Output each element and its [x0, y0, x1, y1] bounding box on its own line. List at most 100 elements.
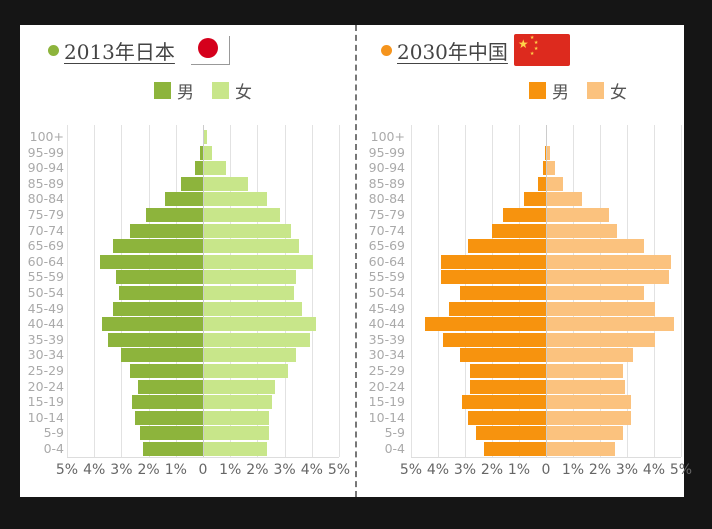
- age-group-label: 85-89: [27, 175, 64, 191]
- female-bar: [547, 426, 623, 441]
- female-bar: [204, 364, 289, 378]
- age-group-label: 25-29: [27, 363, 64, 378]
- bullet-dot-icon: [48, 44, 59, 56]
- female-bar: [204, 130, 207, 144]
- age-group-label: 90-94: [27, 160, 64, 176]
- age-group-label: 35-39: [27, 331, 64, 347]
- age-group-label: 30-34: [27, 347, 64, 363]
- age-group-label: 75-79: [27, 207, 64, 222]
- age-group-label: 10-14: [368, 409, 405, 425]
- male-bar: [467, 239, 546, 254]
- age-group-label: 95-99: [27, 144, 64, 160]
- age-group-label: 20-24: [368, 378, 405, 394]
- x-tick-label: 5%: [669, 462, 693, 478]
- age-group-label: 95-99: [368, 144, 405, 160]
- male-bar: [459, 348, 546, 363]
- legend: 男 女: [529, 78, 645, 103]
- age-group-label: 65-69: [368, 238, 405, 254]
- x-axis-line: [67, 457, 339, 458]
- female-bar: [547, 239, 645, 254]
- x-tick-label: 0: [541, 462, 551, 478]
- gridline: [654, 125, 655, 457]
- female-bar: [204, 317, 316, 332]
- panel-divider: [355, 25, 357, 497]
- x-tick-label: 3%: [453, 462, 477, 478]
- age-group-label: 30-34: [368, 347, 405, 363]
- female-bar: [547, 395, 631, 410]
- figure-frame: 2013年日本 男 女 100+ 95-99 90-94 85-89 80-84 75-7…: [20, 25, 692, 497]
- male-bar: [132, 395, 203, 410]
- legend-label: 男: [177, 83, 194, 103]
- age-group-label: 40-44: [27, 316, 64, 332]
- legend-label: 女: [610, 83, 627, 103]
- legend-item-male: 男: [529, 78, 569, 103]
- age-group-label: 70-74: [368, 222, 405, 238]
- age-group-label: 20-24: [27, 378, 64, 394]
- male-bar: [145, 208, 203, 222]
- female-bar: [547, 176, 564, 191]
- female-bar: [204, 348, 297, 363]
- female-bar: [547, 192, 583, 207]
- age-group-label: 100+: [29, 129, 64, 144]
- x-tick-label: 1%: [561, 462, 585, 478]
- female-bar: [547, 161, 556, 176]
- male-bar: [424, 317, 546, 332]
- male-bar: [544, 145, 546, 160]
- age-group-label: 80-84: [27, 191, 64, 207]
- gridline: [681, 125, 682, 457]
- age-group-label: 50-54: [368, 285, 405, 300]
- male-bar: [181, 176, 203, 191]
- age-group-label: 80-84: [368, 191, 405, 207]
- female-bar: [547, 270, 669, 285]
- male-bar: [118, 286, 203, 300]
- japan-title-row: 2013年日本: [48, 35, 230, 65]
- female-bar: [547, 208, 610, 222]
- male-bar: [492, 223, 546, 238]
- china-panel: 2030年中国 ★ ★ ★ ★ ★ 男 女 100+ 95-99 90-94 85-8…: [357, 25, 692, 497]
- male-bar: [129, 223, 203, 238]
- x-tick-label: 1%: [164, 462, 187, 478]
- bullet-dot-icon: [381, 44, 392, 56]
- male-bar: [462, 395, 546, 410]
- female-bar: [547, 286, 645, 300]
- legend-label: 女: [235, 83, 252, 103]
- x-tick-label: 0: [198, 462, 208, 478]
- chart-title: 2013年日本: [64, 39, 175, 64]
- female-bar: [204, 223, 292, 238]
- female-bar: [547, 332, 655, 347]
- x-tick-label: 3%: [615, 462, 639, 478]
- age-group-label: 45-49: [368, 300, 405, 316]
- female-bar: [204, 145, 213, 160]
- male-bar: [113, 239, 203, 254]
- age-group-label: 15-19: [27, 394, 64, 410]
- female-bar: [204, 301, 302, 316]
- male-bar: [440, 270, 546, 285]
- age-group-label: 70-74: [27, 222, 64, 238]
- male-bar: [200, 145, 203, 160]
- female-bar: [547, 145, 550, 160]
- x-tick-label: 5%: [327, 462, 351, 478]
- legend-item-female: 女: [212, 78, 252, 103]
- china-pyramid-plot: 100+ 95-99 90-94 85-89 80-84 75-79 70-74 65-69 6…: [357, 25, 692, 497]
- age-group-label: 35-39: [368, 331, 405, 347]
- female-bar: [204, 395, 272, 410]
- gridline: [546, 125, 547, 457]
- age-group-label: 85-89: [368, 175, 405, 191]
- legend-swatch-male: [154, 82, 171, 99]
- x-tick-label: 4%: [426, 462, 450, 478]
- male-bar: [143, 442, 203, 456]
- female-bar: [204, 192, 267, 207]
- female-bar: [547, 379, 626, 394]
- male-bar: [135, 410, 203, 425]
- legend-swatch-female: [587, 82, 604, 99]
- gridline: [203, 125, 204, 457]
- age-group-label: 15-19: [368, 394, 405, 410]
- male-bar: [483, 442, 546, 456]
- female-bar: [204, 410, 270, 425]
- age-group-label: 55-59: [27, 269, 64, 285]
- female-bar: [204, 332, 311, 347]
- age-group-label: 90-94: [368, 160, 405, 176]
- male-bar: [502, 208, 546, 222]
- age-group-label: 5-9: [384, 425, 405, 441]
- age-group-label: 60-64: [27, 253, 64, 269]
